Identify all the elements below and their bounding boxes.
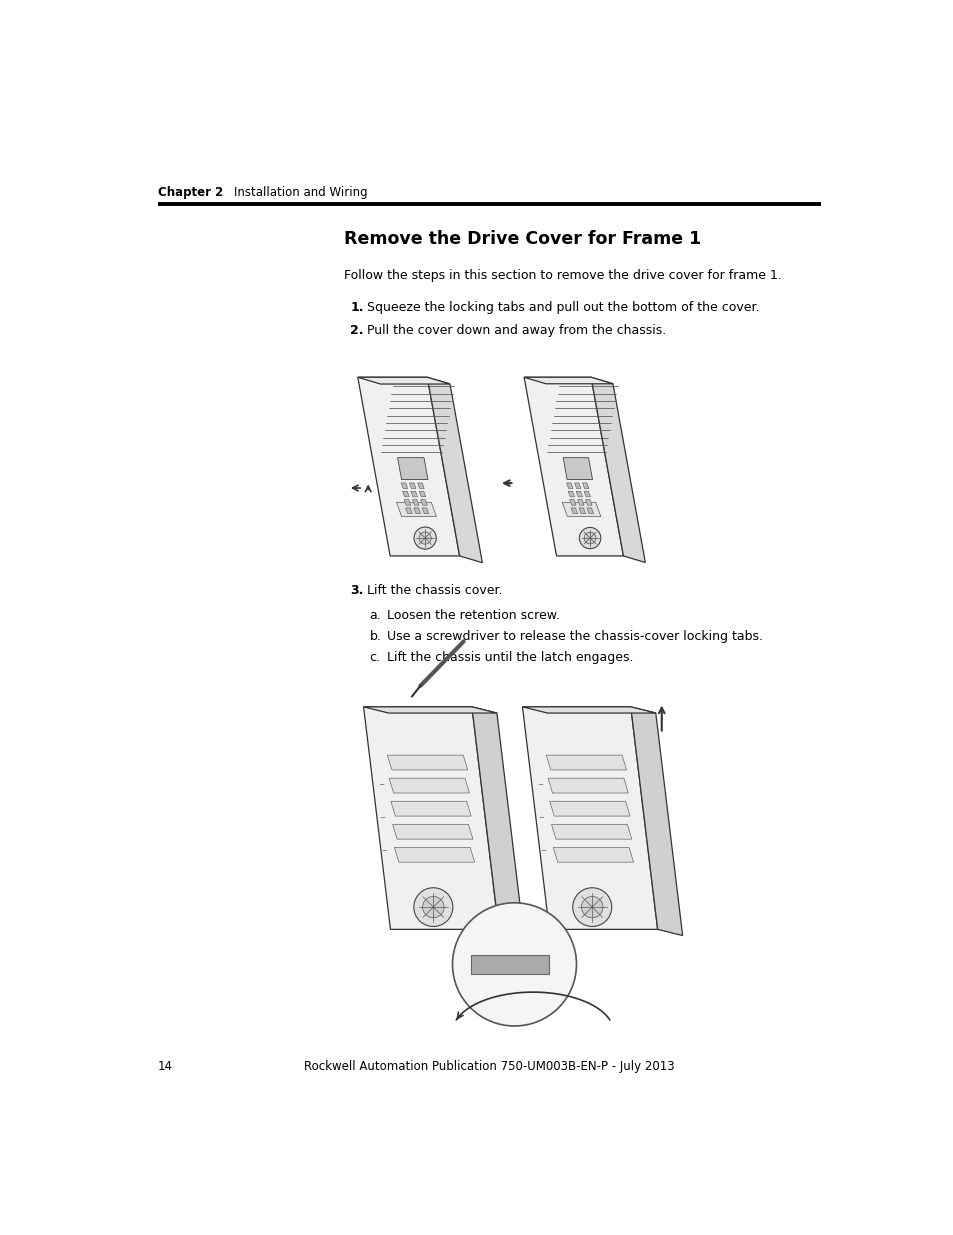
Polygon shape	[549, 802, 629, 816]
Text: ─: ─	[380, 815, 384, 821]
Polygon shape	[571, 508, 577, 514]
Polygon shape	[582, 483, 588, 489]
Polygon shape	[363, 706, 497, 713]
Polygon shape	[400, 483, 407, 489]
Text: c.: c.	[369, 651, 380, 663]
Text: Pull the cover down and away from the chassis.: Pull the cover down and away from the ch…	[367, 325, 666, 337]
Text: Lift the chassis until the latch engages.: Lift the chassis until the latch engages…	[386, 651, 633, 663]
Polygon shape	[561, 503, 600, 516]
Polygon shape	[409, 483, 416, 489]
Polygon shape	[391, 802, 471, 816]
Polygon shape	[576, 492, 582, 496]
Circle shape	[452, 903, 576, 1026]
Polygon shape	[546, 755, 626, 769]
Polygon shape	[566, 483, 573, 489]
Text: Installation and Wiring: Installation and Wiring	[233, 186, 367, 199]
Circle shape	[414, 888, 453, 926]
Polygon shape	[471, 955, 548, 973]
Text: ─: ─	[538, 815, 543, 821]
Polygon shape	[387, 755, 467, 769]
Text: Follow the steps in this section to remove the drive cover for frame 1.: Follow the steps in this section to remo…	[344, 269, 781, 282]
Text: Squeeze the locking tabs and pull out the bottom of the cover.: Squeeze the locking tabs and pull out th…	[367, 301, 759, 314]
Polygon shape	[585, 500, 592, 505]
Text: ─: ─	[381, 848, 386, 855]
Polygon shape	[405, 508, 412, 514]
Circle shape	[581, 897, 602, 918]
Text: 2.: 2.	[350, 325, 363, 337]
Circle shape	[583, 532, 596, 543]
Text: Use a screwdriver to release the chassis-cover locking tabs.: Use a screwdriver to release the chassis…	[386, 630, 761, 643]
Polygon shape	[418, 492, 425, 496]
Circle shape	[422, 897, 443, 918]
Text: Chapter 2: Chapter 2	[158, 186, 223, 199]
Polygon shape	[389, 778, 469, 793]
Text: 1.: 1.	[350, 301, 363, 314]
Polygon shape	[394, 847, 475, 862]
Polygon shape	[577, 500, 583, 505]
Text: a.: a.	[369, 609, 381, 622]
Polygon shape	[472, 706, 523, 936]
Polygon shape	[569, 500, 576, 505]
Polygon shape	[578, 508, 585, 514]
Polygon shape	[393, 824, 473, 839]
Polygon shape	[630, 706, 682, 936]
Polygon shape	[404, 500, 411, 505]
Circle shape	[414, 527, 436, 550]
Text: ─: ─	[378, 782, 383, 788]
Polygon shape	[396, 503, 436, 516]
Text: ─: ─	[540, 848, 544, 855]
Polygon shape	[562, 458, 592, 479]
Polygon shape	[551, 824, 631, 839]
Circle shape	[572, 888, 611, 926]
Polygon shape	[427, 377, 482, 563]
Polygon shape	[411, 492, 417, 496]
Circle shape	[418, 532, 431, 545]
Polygon shape	[586, 508, 593, 514]
Polygon shape	[357, 377, 459, 556]
Polygon shape	[412, 500, 418, 505]
Circle shape	[578, 527, 600, 548]
Polygon shape	[553, 847, 633, 862]
Text: 14: 14	[158, 1061, 172, 1073]
Polygon shape	[363, 706, 498, 930]
Polygon shape	[547, 778, 628, 793]
Polygon shape	[567, 492, 574, 496]
Polygon shape	[414, 508, 420, 514]
Text: b.: b.	[369, 630, 381, 643]
Polygon shape	[402, 492, 409, 496]
Polygon shape	[397, 458, 428, 479]
Polygon shape	[522, 706, 657, 930]
Polygon shape	[357, 377, 450, 384]
Polygon shape	[522, 706, 655, 713]
Polygon shape	[417, 483, 424, 489]
Text: Loosen the retention screw.: Loosen the retention screw.	[386, 609, 558, 622]
Text: Rockwell Automation Publication 750-UM003B-EN-P - July 2013: Rockwell Automation Publication 750-UM00…	[303, 1061, 674, 1073]
Polygon shape	[421, 508, 428, 514]
Polygon shape	[523, 377, 613, 384]
Text: Lift the chassis cover.: Lift the chassis cover.	[367, 584, 502, 597]
Text: Remove the Drive Cover for Frame 1: Remove the Drive Cover for Frame 1	[344, 230, 700, 248]
Text: ─: ─	[537, 782, 541, 788]
Polygon shape	[420, 500, 427, 505]
Text: 3.: 3.	[350, 584, 363, 597]
Polygon shape	[591, 377, 644, 562]
Polygon shape	[583, 492, 590, 496]
Polygon shape	[574, 483, 580, 489]
Polygon shape	[523, 377, 622, 556]
